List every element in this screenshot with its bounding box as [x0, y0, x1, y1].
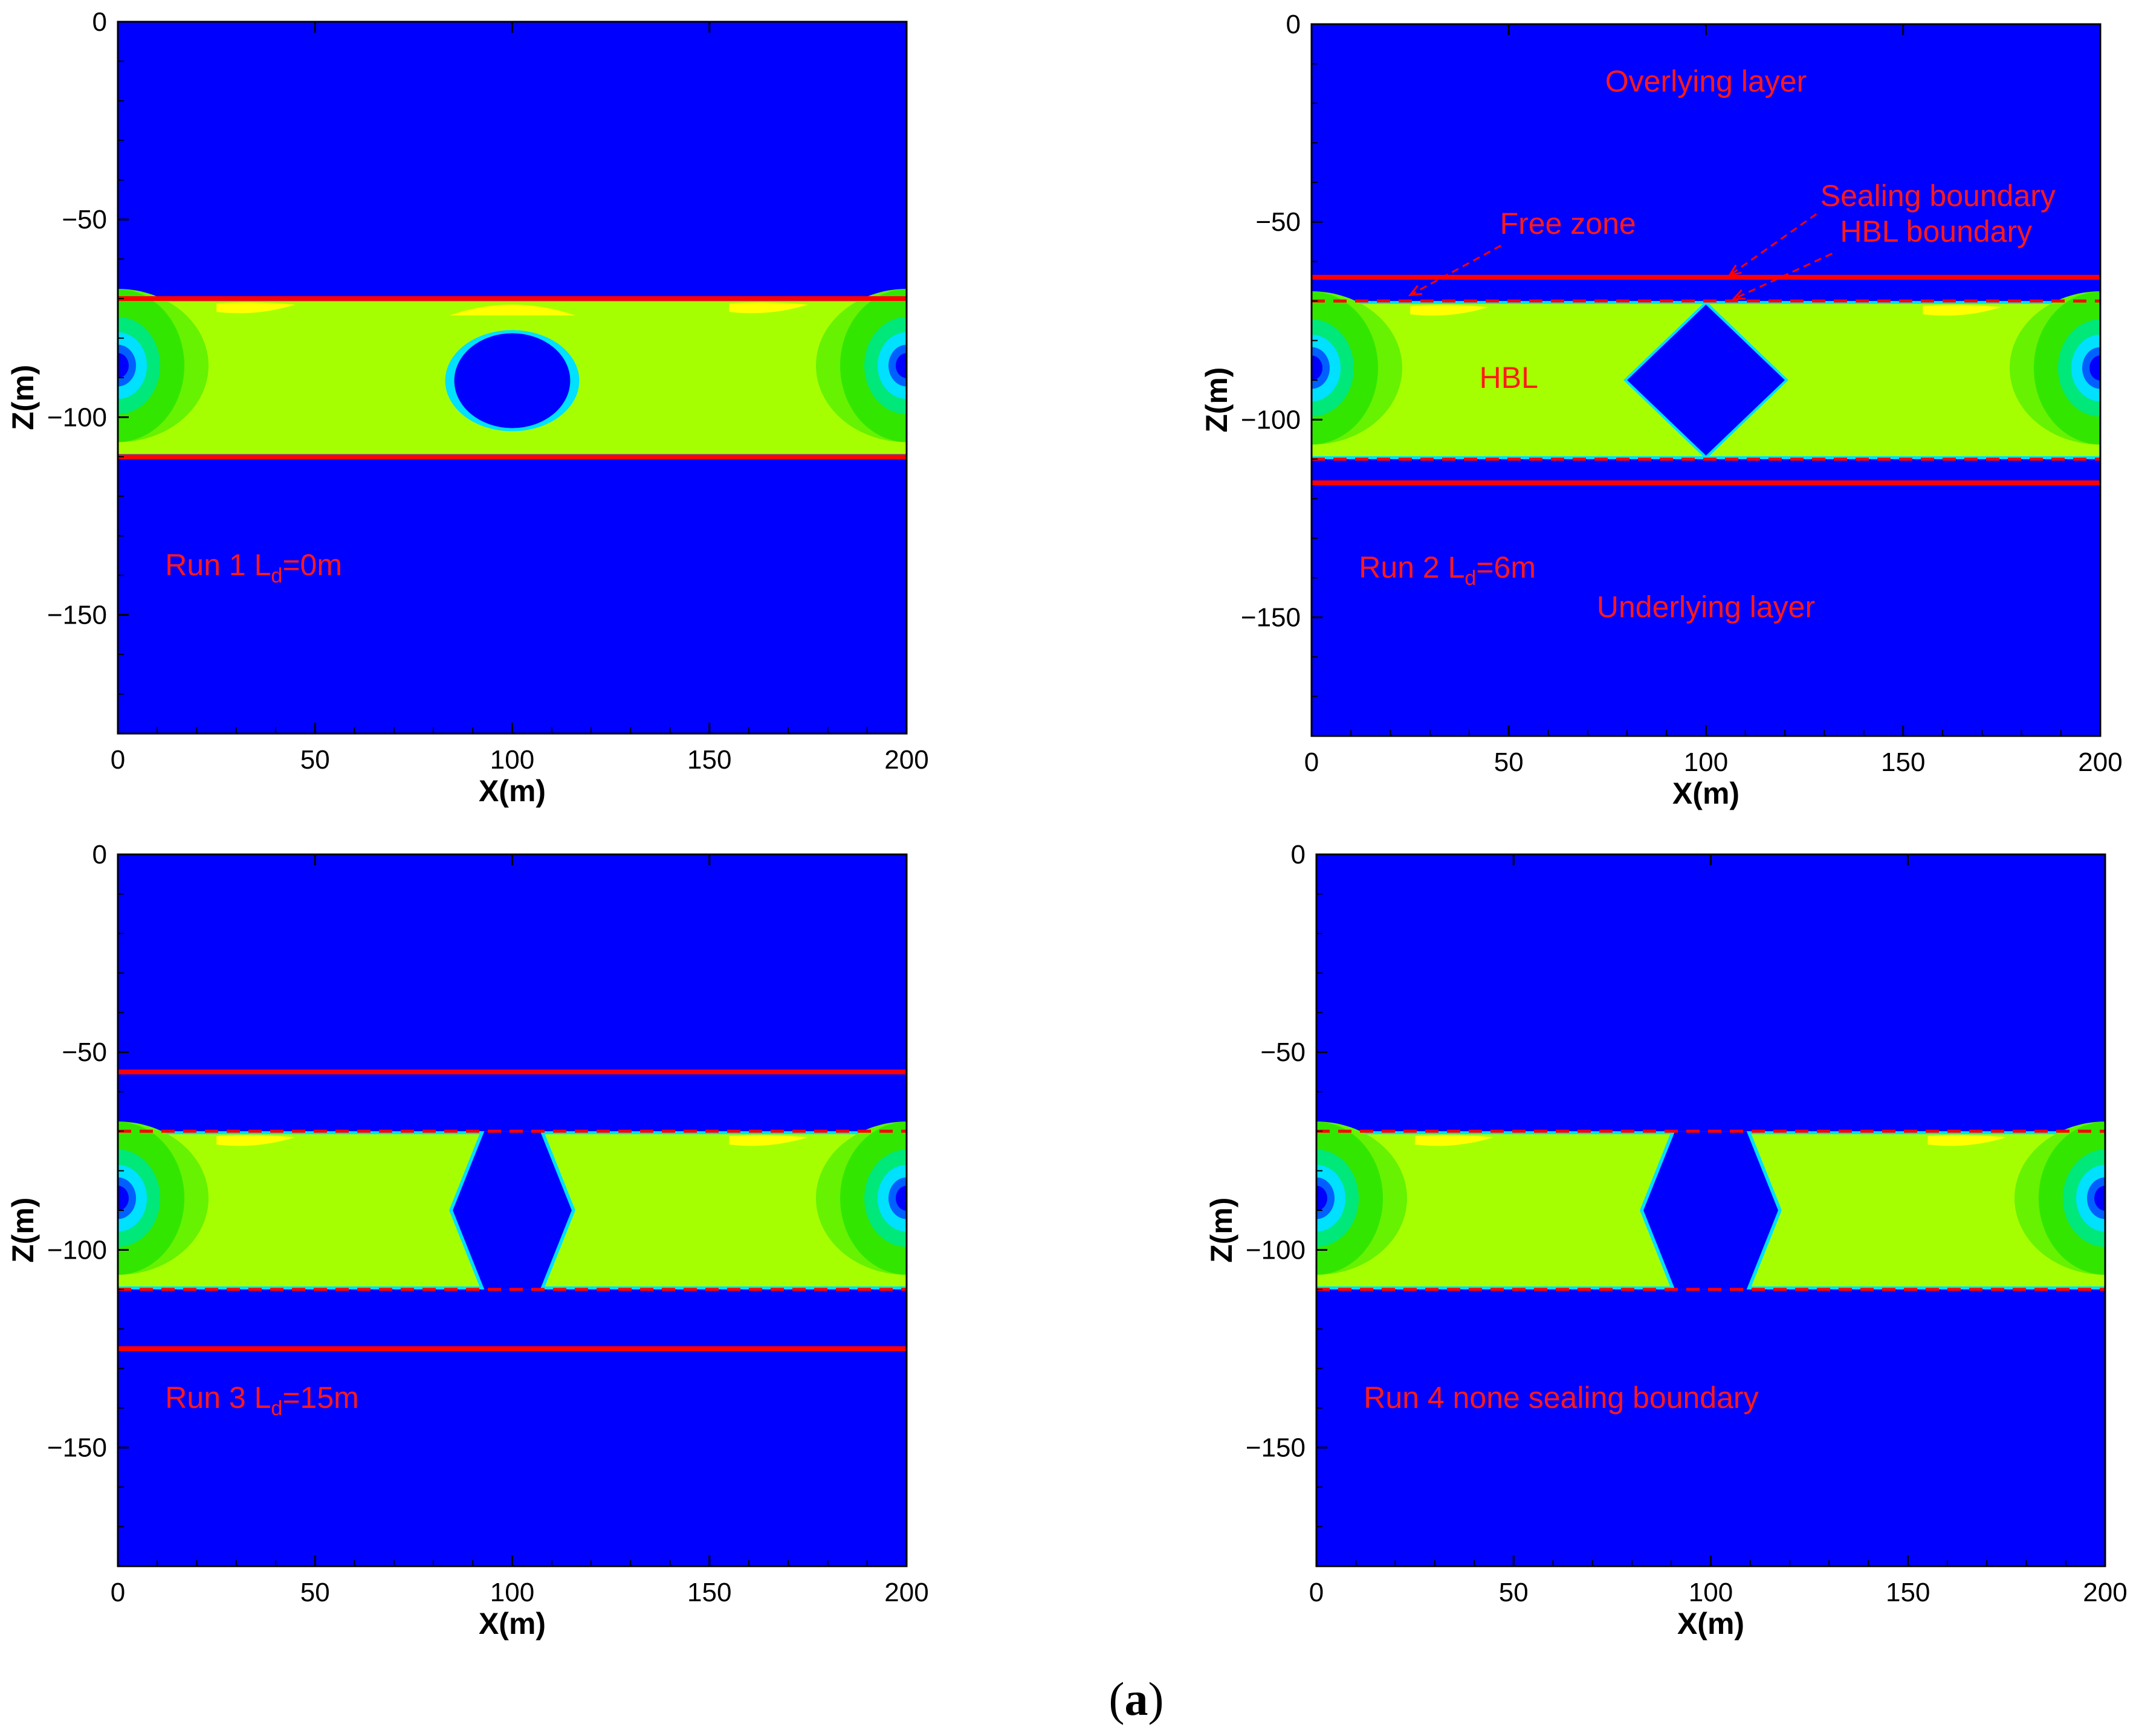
yellow-streak: [216, 302, 296, 314]
well-depressurization-zone: [118, 1186, 129, 1211]
x-tick-label: 150: [1886, 1578, 1930, 1607]
y-tick-label: 0: [1291, 840, 1306, 870]
yellow-streak: [1415, 1135, 1494, 1146]
annotation-arrowhead: [1408, 285, 1423, 297]
yellow-streak: [1927, 1135, 2007, 1146]
x-axis-title: X(m): [1672, 776, 1739, 810]
well-depressurization-zone: [1312, 355, 1322, 381]
panel-run4: 0 50 100 150 200 0 −50 −100 −150 X(m) Z(m) Run 4 no…: [1205, 840, 2128, 1641]
run-label: Run 4 none sealing boundary: [1364, 1381, 1758, 1415]
y-tick-label: −150: [1241, 603, 1301, 633]
dissociation-zone: [1643, 1131, 1778, 1289]
y-tick-label: −150: [1246, 1433, 1306, 1463]
annotation-arrow: [1733, 253, 1833, 300]
dissociation-zone: [1627, 305, 1785, 456]
caption-open: (: [1109, 1673, 1125, 1725]
y-axis-title: Z(m): [1200, 367, 1234, 433]
plot-area: [1316, 854, 2105, 1566]
x-tick-label: 50: [1499, 1578, 1529, 1607]
x-tick-label: 50: [1494, 747, 1524, 777]
x-tick-label: 200: [884, 745, 928, 775]
x-tick-label: 50: [300, 1578, 330, 1607]
x-tick-label: 150: [1881, 747, 1925, 777]
x-tick-label: 150: [687, 1578, 731, 1607]
x-tick-label: 100: [1684, 747, 1728, 777]
y-tick-label: −100: [47, 1235, 107, 1265]
x-tick-label: 50: [300, 745, 330, 775]
plot-area: [118, 854, 907, 1566]
y-tick-label: −50: [1255, 207, 1301, 237]
x-tick-label: 100: [1689, 1578, 1733, 1607]
annotation-arrow: [1409, 245, 1501, 296]
dissociation-zone: [454, 333, 571, 428]
yellow-streak: [729, 302, 808, 314]
y-tick-label: −100: [47, 402, 107, 432]
annotation-arrow: [1729, 213, 1817, 276]
annotation-underlying: Underlying layer: [1597, 590, 1815, 624]
y-axis-title: Z(m): [1205, 1198, 1238, 1263]
y-tick-label: −150: [47, 601, 107, 630]
yellow-streak: [1410, 305, 1489, 316]
x-tick-label: 200: [2078, 747, 2122, 777]
x-tick-label: 0: [111, 1578, 125, 1607]
y-tick-label: −100: [1246, 1235, 1306, 1265]
x-tick-label: 0: [111, 745, 125, 775]
well-depressurization-zone: [896, 1186, 907, 1211]
x-tick-label: 0: [1309, 1578, 1324, 1607]
figure-caption: (a): [1109, 1673, 1164, 1725]
annotation-hbl-boundary: HBL boundary: [1840, 215, 2032, 248]
x-tick-label: 200: [2083, 1578, 2127, 1607]
x-axis-title: X(m): [1677, 1607, 1744, 1641]
yellow-streak: [216, 1135, 296, 1146]
x-tick-label: 100: [490, 745, 534, 775]
plot-area: [1312, 24, 2100, 736]
y-tick-label: 0: [92, 840, 107, 870]
annotation-arrowhead: [1731, 289, 1746, 300]
annotation-sealing: Sealing boundary: [1820, 179, 2056, 213]
y-tick-label: 0: [1286, 10, 1301, 39]
panels-group: 0 50 100 150 200 0 −50 −100 −150 X(m) Z(m) Run 1 Ld…: [6, 7, 2128, 1641]
annotation-hbl: HBL: [1480, 361, 1538, 395]
x-axis-title: X(m): [479, 1607, 546, 1641]
dissociation-zone: [453, 1131, 572, 1289]
y-tick-label: −150: [47, 1433, 107, 1463]
x-axis-title: X(m): [479, 774, 546, 808]
caption-close: ): [1148, 1673, 1164, 1725]
y-tick-label: −50: [62, 1037, 107, 1067]
well-depressurization-zone: [1316, 1186, 1327, 1211]
y-tick-label: −50: [62, 205, 107, 234]
panel-run1: 0 50 100 150 200 0 −50 −100 −150 X(m) Z(m) Run 1 Ld…: [6, 7, 929, 808]
panel-run2: 0 50 100 150 200 0 −50 −100 −150 X(m) Z(m) Run 2 Ld…: [1200, 10, 2123, 810]
well-depressurization-zone: [896, 353, 907, 378]
run-label: Run 2 Ld=6m: [1359, 550, 1536, 590]
x-tick-label: 150: [687, 745, 731, 775]
run-label: Run 1 Ld=0m: [165, 548, 342, 587]
annotation-arrowhead: [1727, 264, 1742, 277]
yellow-streak: [729, 1135, 808, 1146]
caption-letter: a: [1125, 1673, 1148, 1725]
run-label: Run 3 Ld=15m: [165, 1381, 359, 1420]
annotation-overlying: Overlying layer: [1605, 64, 1807, 98]
y-tick-label: −50: [1260, 1037, 1306, 1067]
y-tick-label: −100: [1241, 405, 1301, 434]
well-depressurization-zone: [2089, 355, 2100, 381]
annotation-free-zone: Free zone: [1500, 207, 1636, 240]
y-axis-title: Z(m): [6, 1198, 40, 1263]
x-tick-label: 0: [1304, 747, 1319, 777]
x-tick-label: 100: [490, 1578, 534, 1607]
yellow-streak: [1923, 305, 2002, 316]
y-axis-title: Z(m): [6, 365, 40, 430]
plot-area: [118, 22, 907, 734]
well-depressurization-zone: [118, 353, 129, 378]
x-tick-label: 200: [884, 1578, 928, 1607]
panel-run3: 0 50 100 150 200 0 −50 −100 −150 X(m) Z(m) Run 3 Ld…: [6, 840, 929, 1641]
y-tick-label: 0: [92, 7, 107, 37]
yellow-streak: [449, 305, 575, 316]
well-depressurization-zone: [2094, 1186, 2105, 1211]
